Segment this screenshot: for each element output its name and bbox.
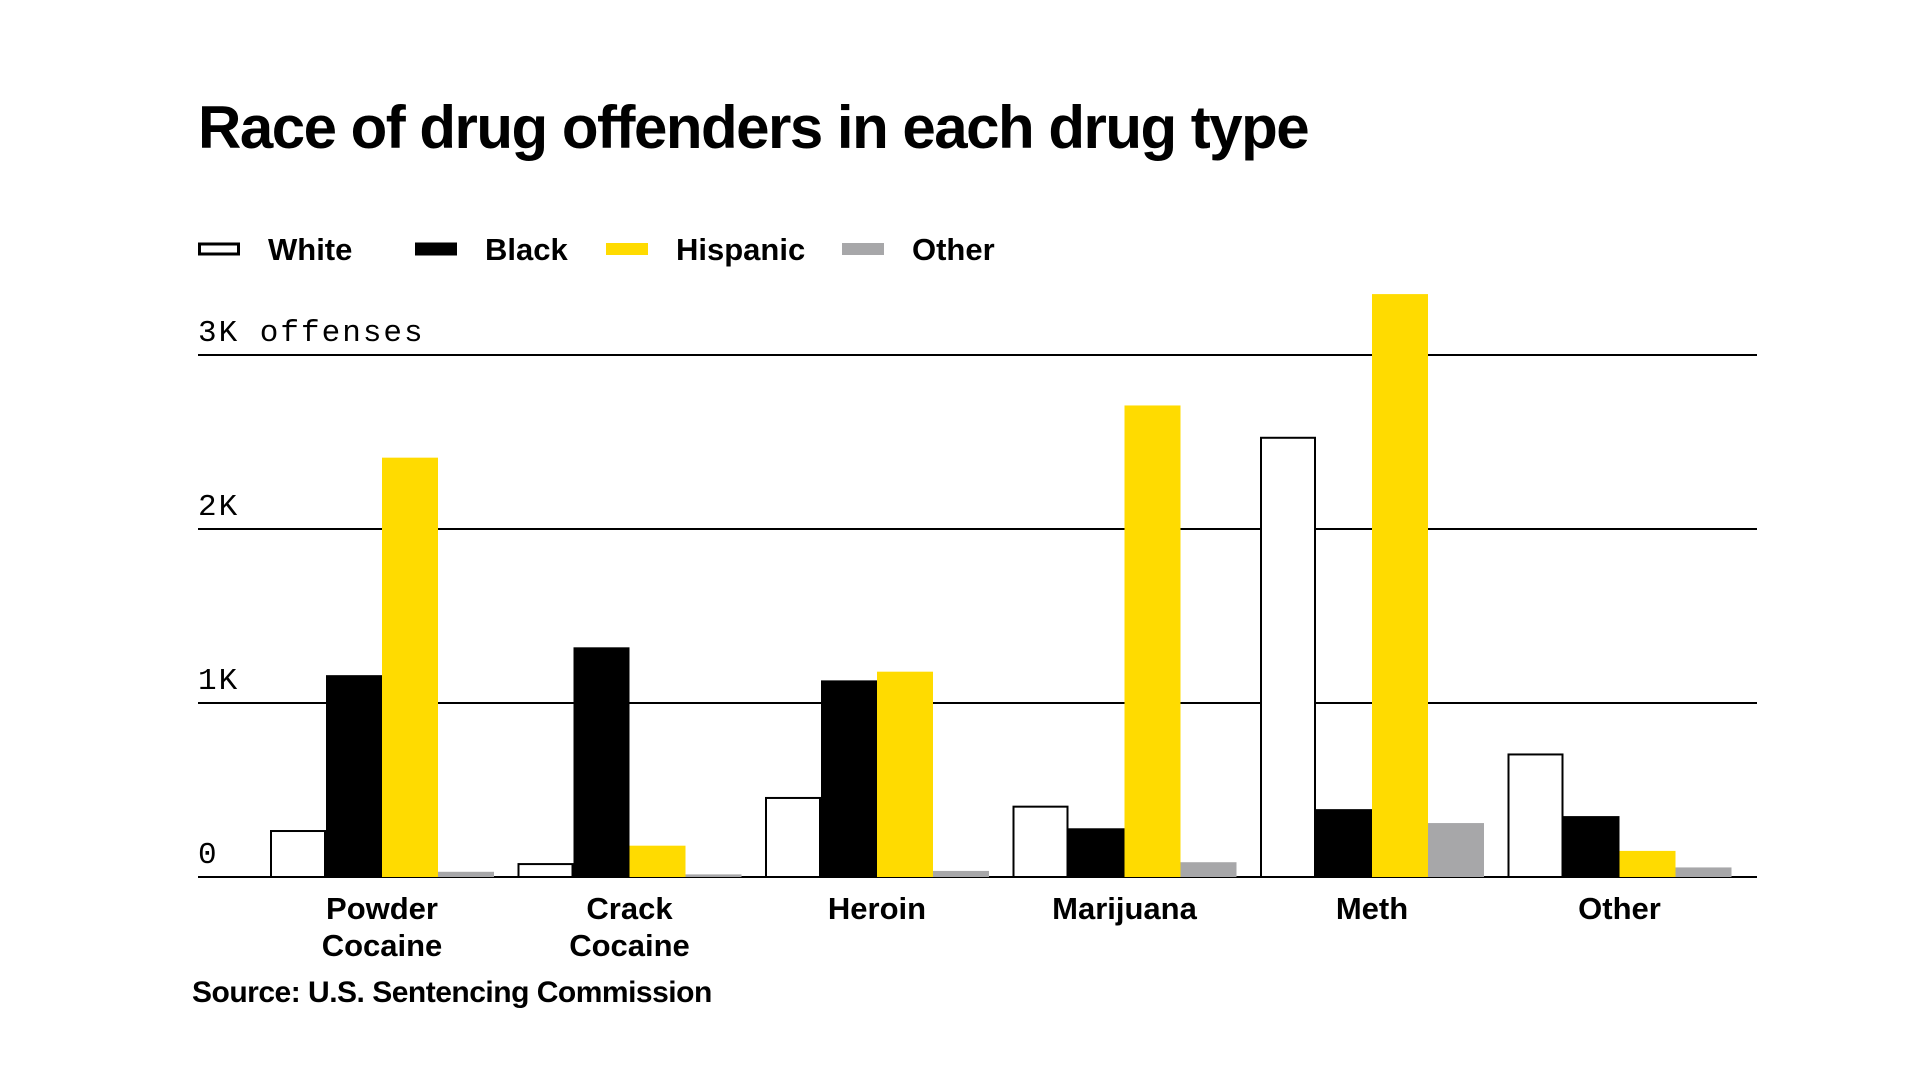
bar-2-0 (765, 796, 821, 879)
bar-5-0 (1507, 753, 1564, 879)
y-tick-label-2: 2K (198, 490, 239, 525)
bar-3-2 (1124, 405, 1181, 877)
bar-1-3 (685, 874, 742, 877)
bar-5-2 (1619, 850, 1676, 877)
bar-4-2 (1372, 294, 1428, 878)
bar-3-3 (1180, 862, 1237, 877)
bar-0-2 (382, 457, 438, 877)
x-category-label-2: Heroin (828, 891, 926, 926)
bar-4-1 (1316, 809, 1372, 879)
bar-5-1 (1563, 816, 1620, 878)
legend-label-2: Hispanic (676, 232, 805, 267)
bar-2-3 (933, 870, 989, 877)
bars (270, 294, 1732, 879)
legend-swatch-1 (415, 242, 457, 256)
legend: White Black Hispanic Other (198, 232, 995, 267)
legend-swatch-0 (198, 242, 240, 256)
bar-2-1 (821, 680, 877, 878)
bar-3-1 (1068, 828, 1125, 879)
x-category-label-0: Powder Cocaine (322, 891, 443, 963)
legend-label-1: Black (485, 232, 568, 267)
bar-2-2 (877, 671, 933, 877)
bar-5-3 (1675, 867, 1732, 877)
source-note: Source: U.S. Sentencing Commission (192, 976, 712, 1009)
x-category-label-1: Crack Cocaine (569, 891, 690, 963)
x-category-label-5: Other (1578, 891, 1661, 926)
chart-title: Race of drug offenders in each drug type (198, 94, 1310, 161)
y-tick-label-1: 1K (198, 664, 239, 699)
bar-1-1 (573, 647, 630, 878)
x-axis-labels: Powder Cocaine Crack Cocaine Heroin Marijuana… (322, 891, 1661, 963)
y-axis-ticks: 0 1K 2K 3K offenses (198, 316, 425, 873)
bar-1-2 (629, 845, 686, 877)
bar-0-3 (438, 871, 494, 877)
bar-4-0 (1260, 436, 1316, 878)
bar-4-3 (1428, 823, 1484, 877)
legend-label-0: White (268, 232, 352, 267)
x-category-label-3: Marijuana (1052, 891, 1197, 926)
legend-label-3: Other (912, 232, 995, 267)
bar-0-0 (270, 830, 326, 879)
bar-0-1 (326, 675, 382, 878)
bar-1-0 (517, 863, 574, 879)
legend-swatch-2 (606, 243, 648, 255)
bar-3-0 (1012, 805, 1069, 878)
legend-swatch-3 (842, 243, 884, 255)
y-tick-label-0: 0 (198, 838, 219, 873)
y-tick-label-3: 3K offenses (198, 316, 425, 351)
x-category-label-4: Meth (1336, 891, 1408, 926)
